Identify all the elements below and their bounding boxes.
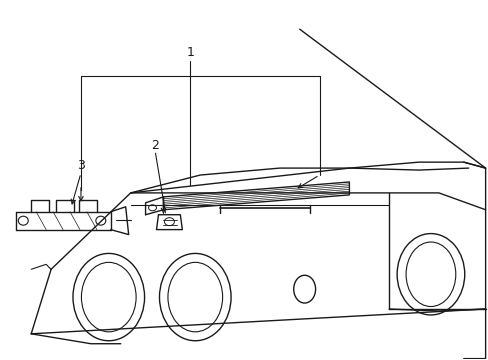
Text: 1: 1 [186, 46, 194, 59]
Text: 2: 2 [151, 139, 159, 152]
Text: 3: 3 [77, 159, 85, 172]
